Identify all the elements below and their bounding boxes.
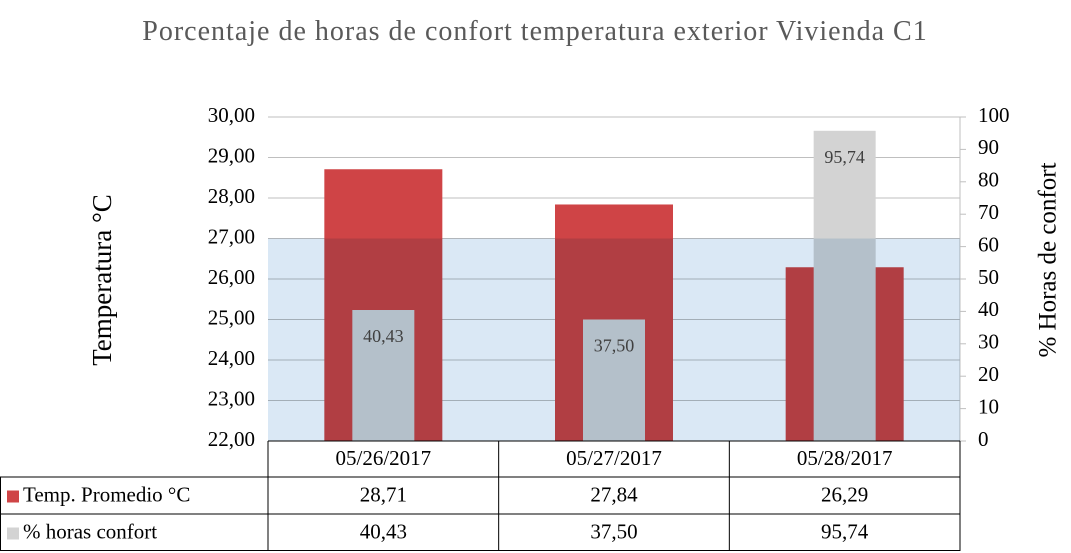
y-tick-label: 26,00 [208, 265, 255, 289]
y2-tick-label: 40 [978, 297, 999, 321]
y2-tick-label: 80 [978, 168, 999, 192]
y2-tick-label: 30 [978, 330, 999, 354]
y-axis-label: Temperatura °C [87, 194, 117, 366]
comfort-band [268, 238, 960, 441]
y-tick-label: 23,00 [208, 386, 255, 410]
table-cell: 26,29 [821, 482, 868, 506]
y-tick-label: 28,00 [208, 184, 255, 208]
table-cell: 40,43 [360, 519, 407, 543]
y-tick-label: 25,00 [208, 305, 255, 329]
data-label: 37,50 [594, 336, 635, 356]
x-tick-label: 05/26/2017 [335, 446, 431, 470]
y2-axis-label: % Horas de confort [1035, 162, 1062, 357]
legend-label: % horas confort [23, 519, 157, 543]
y2-tick-label: 90 [978, 135, 999, 159]
data-label: 95,74 [824, 147, 865, 167]
legend-swatch [7, 527, 19, 540]
y2-tick-label: 60 [978, 232, 999, 256]
y-tick-label: 30,00 [208, 103, 255, 127]
table-cell: 95,74 [821, 519, 869, 543]
y2-tick-label: 20 [978, 362, 999, 386]
y2-tick-label: 10 [978, 394, 999, 418]
legend-swatch [7, 490, 19, 503]
y2-tick-label: 50 [978, 265, 999, 289]
chart-title: Porcentaje de horas de confort temperatu… [142, 16, 928, 47]
x-tick-label: 05/27/2017 [566, 446, 662, 470]
y2-tick-label: 70 [978, 200, 999, 224]
y-tick-label: 24,00 [208, 346, 255, 370]
y-tick-label: 27,00 [208, 224, 255, 248]
table-cell: 37,50 [590, 519, 637, 543]
y-tick-label: 29,00 [208, 143, 255, 167]
y2-tick-label: 0 [978, 427, 989, 451]
y2-tick-label: 100 [978, 103, 1010, 127]
x-tick-label: 05/28/2017 [797, 446, 893, 470]
table-cell: 28,71 [360, 482, 407, 506]
y-tick-label: 22,00 [208, 427, 255, 451]
table-cell: 27,84 [590, 482, 638, 506]
data-label: 40,43 [363, 326, 404, 346]
legend-label: Temp. Promedio °C [23, 482, 190, 506]
